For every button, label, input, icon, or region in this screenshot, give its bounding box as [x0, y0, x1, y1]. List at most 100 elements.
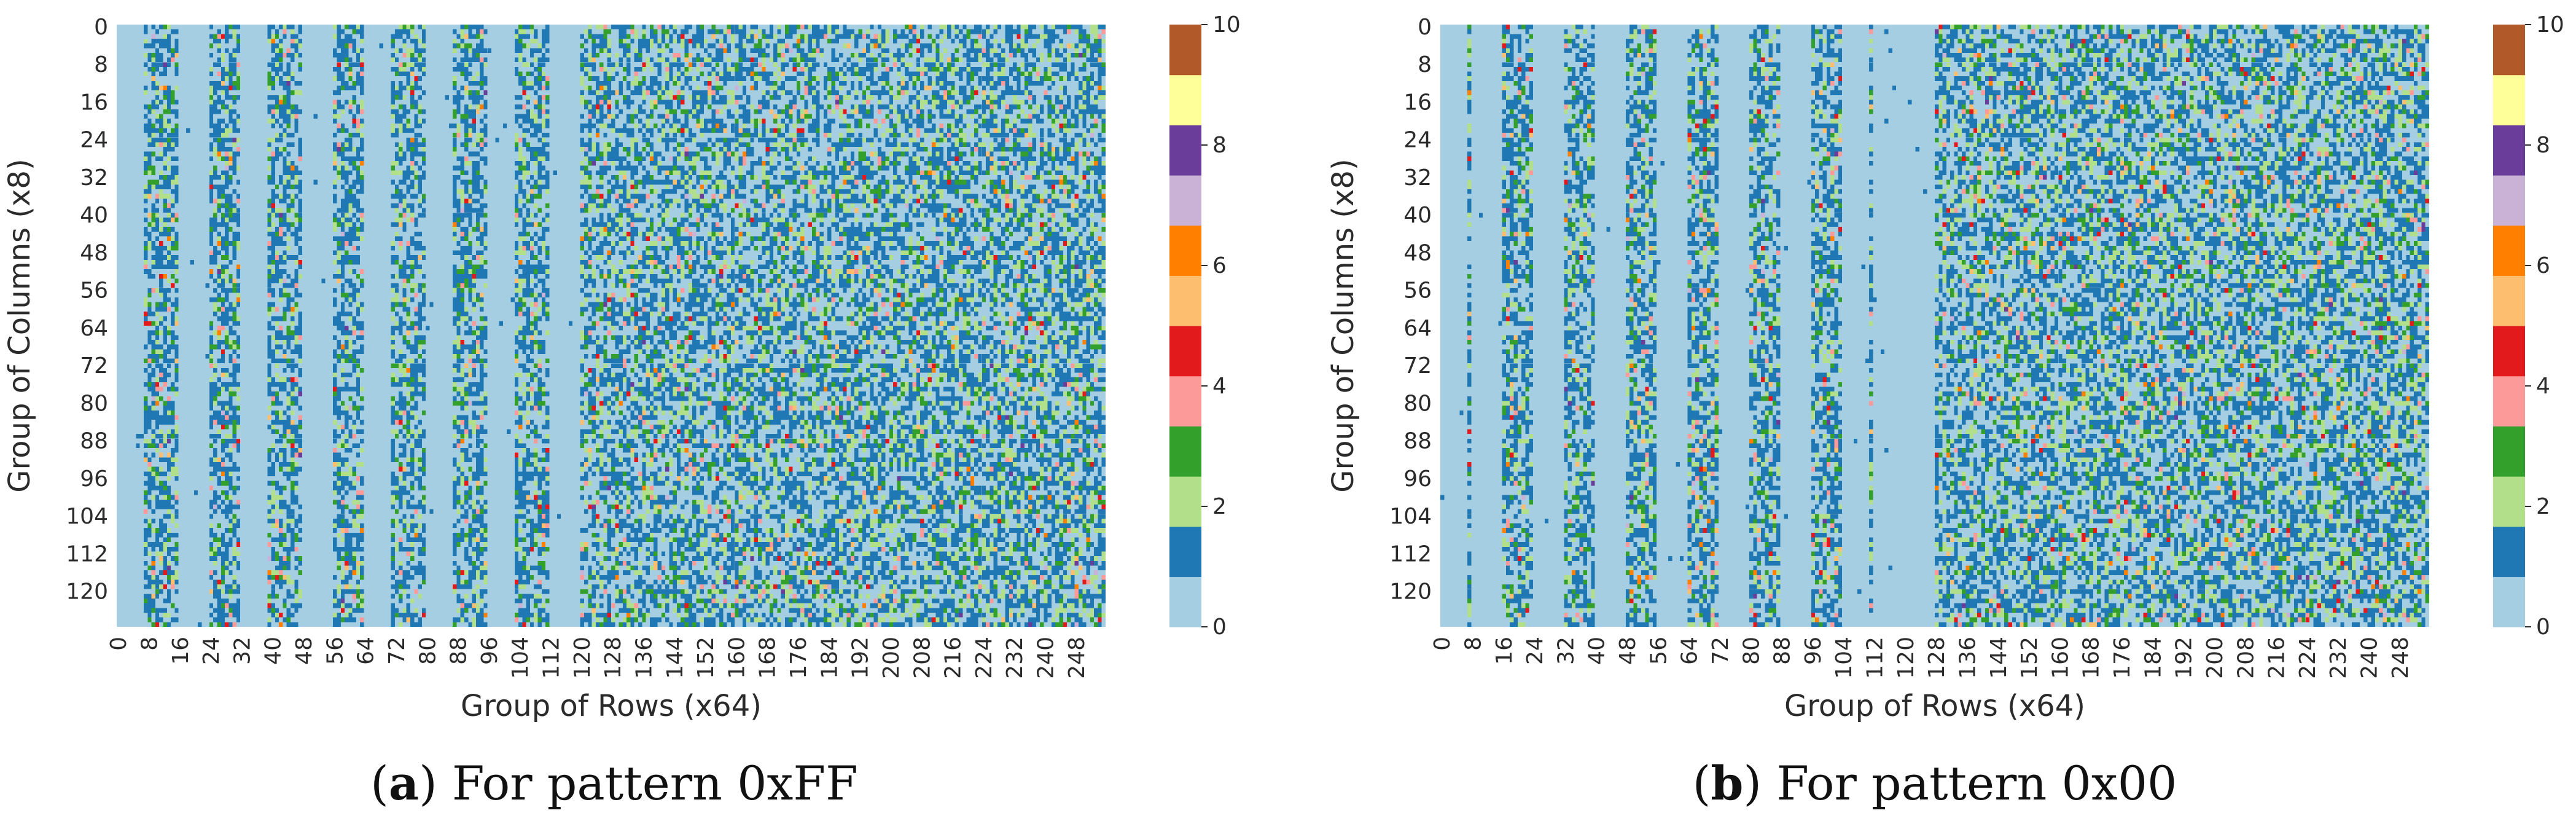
x-tick-label: 24	[1523, 637, 1548, 665]
x-tick-label: 232	[1002, 637, 1028, 679]
x-tick-label: 88	[447, 637, 472, 665]
x-tick-label: 216	[941, 637, 966, 679]
colorbar-bin	[2493, 175, 2525, 226]
y-tick-label: 56	[1403, 278, 1432, 304]
x-axis-label: Group of Rows (x64)	[461, 689, 762, 723]
y-tick-label: 88	[80, 429, 108, 454]
colorbar-bin	[1169, 125, 1201, 176]
x-tick-label: 168	[2079, 637, 2104, 679]
x-tick-label: 136	[1955, 637, 1980, 679]
x-tick-label: 216	[2265, 637, 2290, 679]
colorbar-tick-label: 10	[2536, 12, 2564, 37]
y-axis-label: Group of Columns (x8)	[2, 159, 37, 492]
colorbar-bin	[1169, 225, 1201, 276]
x-tick-label: 96	[1801, 637, 1826, 665]
y-tick-label: 80	[1403, 391, 1432, 416]
colorbar-tick-label: 0	[2536, 615, 2550, 640]
y-tick-label: 64	[1403, 316, 1432, 341]
y-tick-label: 40	[1403, 203, 1432, 228]
x-tick-label: 152	[2017, 637, 2042, 679]
colorbar-tick-label: 6	[2536, 253, 2550, 278]
x-tick-label: 0	[106, 637, 131, 651]
caption-a-letter: a	[388, 756, 420, 811]
colorbar-bin	[1169, 25, 1201, 76]
y-tick-label: 96	[80, 466, 108, 492]
x-tick-label: 168	[755, 637, 781, 679]
colorbar-bin	[2493, 25, 2525, 76]
x-tick-label: 48	[1615, 637, 1641, 665]
x-tick-label: 80	[1739, 637, 1764, 665]
x-tick-label: 104	[1832, 637, 1857, 679]
x-tick-label: 112	[539, 637, 564, 679]
y-tick-label: 72	[80, 353, 108, 379]
colorbar-bin	[1169, 326, 1201, 377]
y-tick-label: 112	[66, 541, 108, 567]
x-tick-label: 200	[879, 637, 904, 679]
y-tick-label: 56	[80, 278, 108, 304]
colorbar-tick-label: 8	[2536, 133, 2550, 158]
x-tick-label: 120	[1894, 637, 1919, 679]
x-tick-label: 0	[1430, 637, 1455, 651]
x-tick-label: 112	[1863, 637, 1888, 679]
x-tick-label: 8	[1461, 637, 1486, 651]
x-tick-label: 184	[2141, 637, 2166, 679]
x-tick-label: 96	[477, 637, 502, 665]
x-tick-label: 40	[1585, 637, 1610, 665]
x-tick-label: 224	[2295, 637, 2320, 679]
colorbar-bin	[2493, 225, 2525, 276]
y-tick-label: 48	[80, 240, 108, 265]
colorbar-bin	[1169, 576, 1201, 627]
caption-b-text: ) For pattern 0x00	[1743, 756, 2177, 811]
x-tick-label: 248	[1064, 637, 1090, 679]
colorbar-bin	[1169, 375, 1201, 426]
caption-a: (a) For pattern 0xFF	[370, 756, 858, 811]
x-tick-label: 240	[1034, 637, 1059, 679]
y-tick-label: 24	[1403, 128, 1432, 153]
x-tick-label: 152	[693, 637, 719, 679]
x-tick-label: 32	[1553, 637, 1579, 665]
y-tick-label: 32	[80, 165, 108, 191]
y-tick-label: 88	[1403, 429, 1432, 454]
colorbar-tick-label: 2	[2536, 494, 2550, 519]
x-tick-label: 120	[570, 637, 595, 679]
colorbar-bin	[1169, 526, 1201, 577]
x-tick-label: 88	[1770, 637, 1795, 665]
colorbar-bin	[2493, 576, 2525, 627]
x-tick-label: 48	[292, 637, 317, 665]
x-tick-label: 192	[2172, 637, 2197, 679]
y-tick-label: 120	[1389, 580, 1432, 605]
x-tick-label: 128	[1924, 637, 1950, 679]
y-tick-label: 64	[80, 316, 108, 341]
x-axis-label: Group of Rows (x64)	[1784, 689, 2085, 723]
colorbar-bin	[2493, 375, 2525, 426]
y-tick-label: 72	[1403, 353, 1432, 379]
y-axis-label: Group of Columns (x8)	[1326, 159, 1360, 492]
caption-a-text: ) For pattern 0xFF	[419, 756, 858, 811]
y-tick-label: 0	[94, 15, 108, 40]
x-tick-label: 208	[910, 637, 935, 679]
x-tick-label: 56	[322, 637, 348, 665]
y-tick-label: 40	[80, 203, 108, 228]
x-tick-label: 160	[724, 637, 749, 679]
colorbar-bin	[1169, 476, 1201, 527]
y-tick-label: 96	[1403, 466, 1432, 492]
y-tick-label: 112	[1389, 541, 1432, 567]
y-tick-label: 104	[1389, 504, 1432, 529]
caption-b-letter: b	[1711, 756, 1744, 811]
x-tick-label: 144	[1986, 637, 2012, 679]
colorbar-bin	[1169, 175, 1201, 226]
colorbar-bin	[1169, 426, 1201, 477]
x-tick-label: 192	[848, 637, 873, 679]
y-tick-label: 8	[1418, 52, 1432, 77]
y-tick-label: 0	[1418, 15, 1432, 40]
x-tick-label: 32	[230, 637, 255, 665]
colorbar-bin	[2493, 275, 2525, 326]
x-tick-label: 56	[1646, 637, 1671, 665]
x-tick-label: 136	[631, 637, 657, 679]
x-tick-label: 104	[508, 637, 533, 679]
x-tick-label: 232	[2326, 637, 2351, 679]
x-tick-label: 72	[1708, 637, 1733, 665]
colorbar-tick-label: 6	[1212, 253, 1227, 278]
colorbar-tick-label: 10	[1212, 12, 1241, 37]
